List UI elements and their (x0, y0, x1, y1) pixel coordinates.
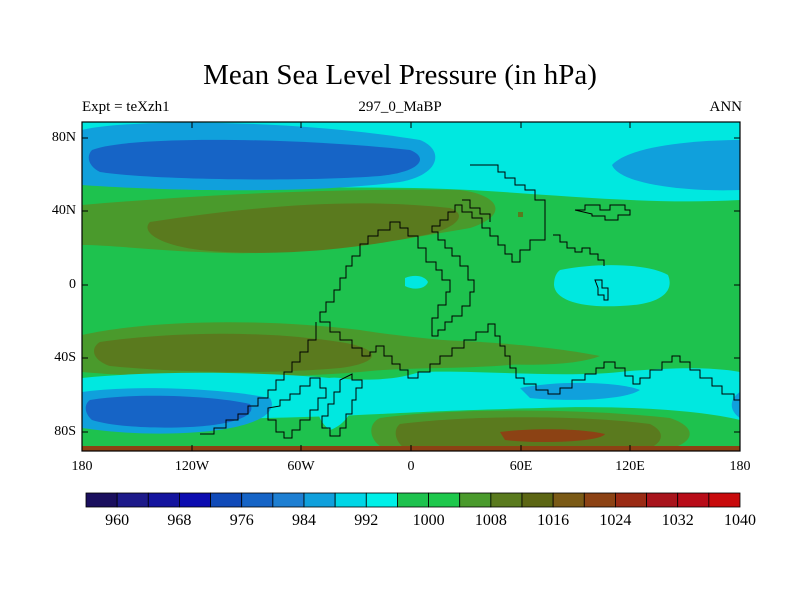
coastline-southern-landmass (321, 373, 363, 437)
colorbar-swatch-11 (428, 492, 461, 508)
season-label: ANN (709, 99, 743, 115)
coastline-north-inlet (462, 199, 491, 222)
colorbar-label-1000: 1000 (412, 512, 445, 529)
coastlines (200, 164, 740, 439)
equatorial-east-patch (554, 265, 670, 307)
colorbar-swatch-15 (552, 492, 585, 508)
lon-label-60W: 60W (287, 459, 315, 474)
colorbar-swatch-14 (521, 492, 554, 508)
lon-label-60E: 60E (509, 459, 533, 474)
colorbar-swatch-9 (365, 492, 398, 508)
colorbar-swatch-20 (708, 492, 741, 508)
colorbar-swatch-8 (334, 492, 367, 508)
map-title: Mean Sea Level Pressure (in hPa) (203, 59, 597, 91)
coastline-east-peninsula (553, 234, 605, 266)
experiment-label: Expt = teXzh1 (82, 99, 170, 115)
colorbar-swatch-0 (85, 492, 118, 508)
south-east-high (440, 340, 600, 365)
colorbar-swatch-4 (210, 492, 243, 508)
lat-label-80S: 80S (54, 424, 76, 439)
colorbar-swatch-1 (116, 492, 149, 508)
coastline-island (594, 279, 609, 301)
lon-label-180-east: 180 (729, 459, 751, 474)
lon-label-0: 0 (407, 459, 415, 474)
colorbar-swatch-2 (147, 492, 180, 508)
lon-label-180-west: 180 (71, 459, 93, 474)
coastline-main-continent (319, 164, 740, 401)
equatorial-west-patch (405, 275, 428, 289)
north-pacific-low-inner (88, 139, 420, 180)
colorbar-label-1032: 1032 (661, 512, 694, 529)
lat-label-40N: 40N (51, 203, 76, 218)
colorbar-swatch-6 (272, 492, 305, 508)
colorbar-label-984: 984 (292, 512, 316, 529)
colorbar-label-960: 960 (105, 512, 130, 529)
colorbar-label-976: 976 (229, 512, 254, 529)
coastline-southern-peninsula (200, 322, 317, 435)
north-high-belt-inner (147, 203, 459, 253)
colorbar-swatch-12 (459, 492, 492, 508)
coastline-arabian-outline (574, 204, 631, 221)
colorbar-swatch-13 (490, 492, 523, 508)
colorbar-swatch-16 (583, 492, 616, 508)
colorbar-swatch-5 (241, 492, 274, 508)
colorbar-swatch-17 (615, 492, 647, 508)
lon-label-120W: 120W (174, 459, 210, 474)
colorbar-label-1008: 1008 (474, 512, 507, 529)
south-high-belt-inner (94, 333, 372, 373)
south-atlantic-low (520, 382, 640, 400)
lat-ticks (82, 137, 740, 433)
coastline-lake-marker (518, 212, 523, 217)
colorbar-label-1040: 1040 (724, 512, 756, 529)
colorbar-swatch-10 (397, 492, 429, 508)
south-pacific-low-inner (85, 395, 252, 428)
lat-label-0: 0 (69, 277, 76, 292)
south-polar-high-core (500, 429, 605, 442)
lat-label-80N: 80N (51, 130, 76, 145)
colorbar-swatch-18 (646, 492, 679, 508)
colorbar (85, 492, 741, 508)
period-label: 297_0_MaBP (358, 99, 442, 115)
coastline-south-inner (267, 377, 327, 439)
colorbar-label-1016: 1016 (537, 512, 570, 529)
pressure-field (82, 122, 740, 451)
colorbar-swatch-19 (677, 492, 710, 508)
colorbar-swatch-7 (303, 492, 336, 508)
colorbar-label-968: 968 (167, 512, 192, 529)
lon-label-120E: 120E (615, 459, 645, 474)
lat-label-40S: 40S (54, 350, 76, 365)
colorbar-label-1024: 1024 (599, 512, 632, 529)
colorbar-swatch-3 (179, 492, 211, 508)
lon-ticks (191, 122, 631, 451)
colorbar-label-992: 992 (354, 512, 379, 529)
north-east-low (612, 140, 740, 191)
